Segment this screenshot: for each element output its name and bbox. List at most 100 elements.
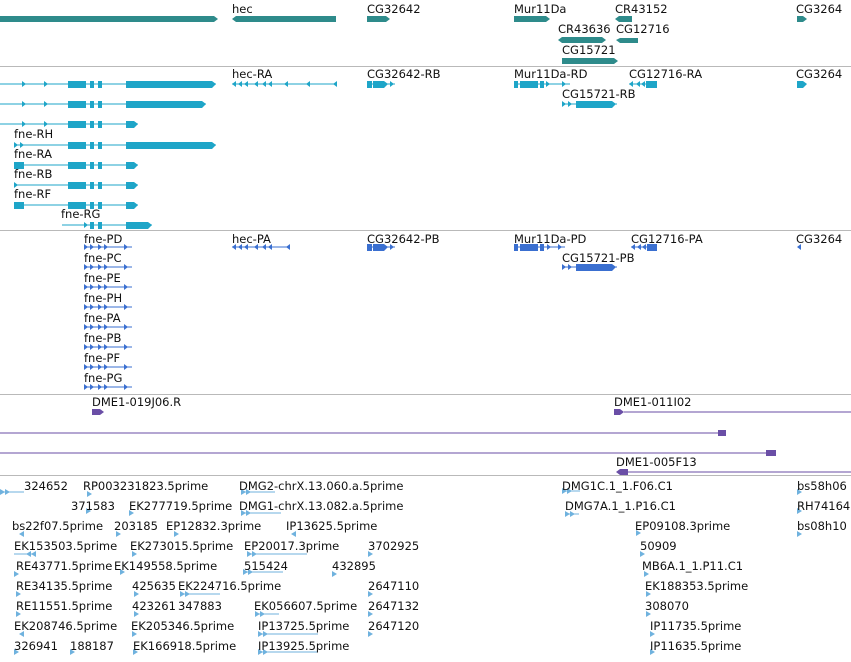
protein-feature[interactable] — [84, 304, 132, 310]
transcript-label[interactable]: CG12716-RA — [629, 67, 703, 81]
est-label[interactable]: 425635 — [132, 579, 176, 593]
gene-feature[interactable] — [615, 16, 632, 22]
est-label[interactable]: 2647110 — [368, 579, 420, 593]
est-label[interactable]: 432895 — [332, 559, 376, 573]
gene-label[interactable]: CG3264 — [796, 2, 843, 16]
gene-label[interactable]: CG12716 — [616, 22, 670, 36]
clone-label[interactable]: DME1-019J06.R — [92, 395, 182, 409]
est-feature[interactable] — [87, 491, 92, 497]
est-label[interactable]: 50909 — [640, 539, 677, 553]
est-label[interactable]: RE43771.5prime — [16, 559, 113, 573]
est-feature[interactable] — [644, 571, 649, 577]
gene-label[interactable]: hec — [232, 2, 253, 16]
est-label[interactable]: DMG2-chrX.13.060.a.5prime — [239, 479, 404, 493]
est-label[interactable]: 188187 — [70, 639, 114, 653]
est-feature[interactable] — [132, 631, 137, 637]
clone-label[interactable]: DME1-011I02 — [614, 395, 692, 409]
est-label[interactable]: 515424 — [244, 559, 288, 573]
est-label[interactable]: 324652 — [24, 479, 68, 493]
est-label[interactable]: IP13725.5prime — [258, 619, 350, 633]
est-feature[interactable] — [650, 649, 655, 655]
transcript-label[interactable]: CG3264 — [796, 67, 843, 81]
est-feature[interactable] — [243, 569, 283, 575]
est-feature[interactable] — [646, 611, 651, 617]
transcript-label[interactable]: fne-RG — [61, 207, 101, 221]
transcript-label[interactable]: CG32642-RB — [367, 67, 441, 81]
est-label[interactable]: 2647132 — [368, 599, 420, 613]
est-label[interactable]: DMG7A.1_1.P16.C1 — [565, 499, 676, 513]
est-feature[interactable] — [640, 551, 645, 557]
est-label[interactable]: EK188353.5prime — [645, 579, 749, 593]
est-feature[interactable] — [368, 631, 373, 637]
est-label[interactable]: 2647120 — [368, 619, 420, 633]
est-label[interactable]: 203185 — [114, 519, 158, 533]
protein-feature[interactable] — [84, 384, 132, 390]
protein-label[interactable]: hec-PA — [232, 232, 271, 246]
gene-label[interactable]: CR43636 — [558, 22, 611, 36]
protein-label[interactable]: CG32642-PB — [367, 232, 440, 246]
est-feature[interactable] — [650, 631, 655, 637]
gene-feature[interactable] — [514, 16, 550, 22]
transcript-label[interactable]: fne-RA — [14, 147, 52, 161]
est-label[interactable]: 308070 — [645, 599, 689, 613]
est-feature[interactable] — [258, 631, 318, 637]
gene-feature[interactable] — [562, 58, 618, 64]
est-feature[interactable] — [797, 531, 802, 537]
gene-label[interactable]: CG32642 — [367, 2, 421, 16]
protein-feature[interactable] — [84, 324, 132, 330]
est-label[interactable]: 347883 — [178, 599, 222, 613]
est-feature[interactable] — [19, 531, 24, 537]
est-label[interactable]: DMG1C.1_1.F06.C1 — [562, 479, 673, 493]
transcript-label[interactable]: fne-RH — [14, 127, 54, 141]
est-feature[interactable] — [16, 611, 21, 617]
est-feature[interactable] — [797, 489, 802, 495]
gene-label[interactable]: Mur11Da — [514, 2, 567, 16]
est-label[interactable]: EK208746.5prime — [14, 619, 118, 633]
transcript-label[interactable]: fne-RF — [14, 187, 52, 201]
est-feature[interactable] — [247, 551, 307, 557]
gene-label[interactable]: CR43152 — [615, 2, 668, 16]
est-feature[interactable] — [258, 649, 318, 655]
protein-feature[interactable] — [84, 244, 132, 250]
est-feature[interactable] — [0, 489, 24, 495]
est-feature[interactable] — [134, 611, 139, 617]
est-label[interactable]: RH74164 — [797, 499, 851, 513]
est-feature[interactable] — [133, 649, 138, 655]
protein-label[interactable]: fne-PD — [84, 232, 123, 246]
est-feature[interactable] — [19, 631, 24, 637]
est-feature[interactable] — [134, 591, 139, 597]
est-label[interactable]: EK205346.5prime — [131, 619, 235, 633]
est-feature[interactable] — [241, 489, 275, 495]
est-feature[interactable] — [562, 488, 580, 494]
est-label[interactable]: RE34135.5prime — [16, 579, 113, 593]
est-label[interactable]: 3702925 — [368, 539, 420, 553]
est-label[interactable]: IP13925.5prime — [258, 639, 350, 653]
est-label[interactable]: EP20017.3prime — [244, 539, 340, 553]
est-label[interactable]: 423261 — [132, 599, 176, 613]
transcript-label[interactable]: Mur11Da-RD — [514, 67, 588, 81]
est-label[interactable]: 371583 — [71, 499, 115, 513]
est-label[interactable]: IP13625.5prime — [286, 519, 378, 533]
transcript-label[interactable]: hec-RA — [232, 67, 273, 81]
est-feature[interactable] — [14, 649, 19, 655]
protein-label[interactable]: fne-PB — [84, 331, 122, 345]
protein-label[interactable]: Mur11Da-PD — [514, 232, 587, 246]
est-label[interactable]: EP12832.3prime — [166, 519, 262, 533]
est-feature[interactable] — [14, 571, 19, 577]
est-label[interactable]: bs58h06 — [797, 479, 847, 493]
est-label[interactable]: EK153503.5prime — [14, 539, 118, 553]
est-label[interactable]: EK166918.5prime — [133, 639, 237, 653]
protein-feature[interactable] — [84, 284, 132, 290]
protein-feature[interactable] — [84, 364, 132, 370]
est-feature[interactable] — [129, 510, 134, 516]
est-feature[interactable] — [70, 649, 75, 655]
protein-label[interactable]: CG12716-PA — [631, 232, 703, 246]
est-feature[interactable] — [14, 551, 36, 557]
est-feature[interactable] — [797, 508, 802, 514]
gene-feature[interactable] — [558, 37, 606, 43]
transcript-label[interactable]: fne-RB — [14, 167, 53, 181]
gene-feature[interactable] — [0, 16, 218, 22]
est-feature[interactable] — [86, 508, 91, 514]
gene-label[interactable]: CG15721 — [562, 43, 616, 57]
est-label[interactable]: bs08h10 — [797, 519, 847, 533]
